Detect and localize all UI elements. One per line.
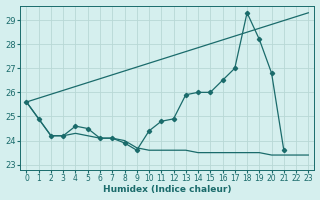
X-axis label: Humidex (Indice chaleur): Humidex (Indice chaleur): [103, 185, 232, 194]
